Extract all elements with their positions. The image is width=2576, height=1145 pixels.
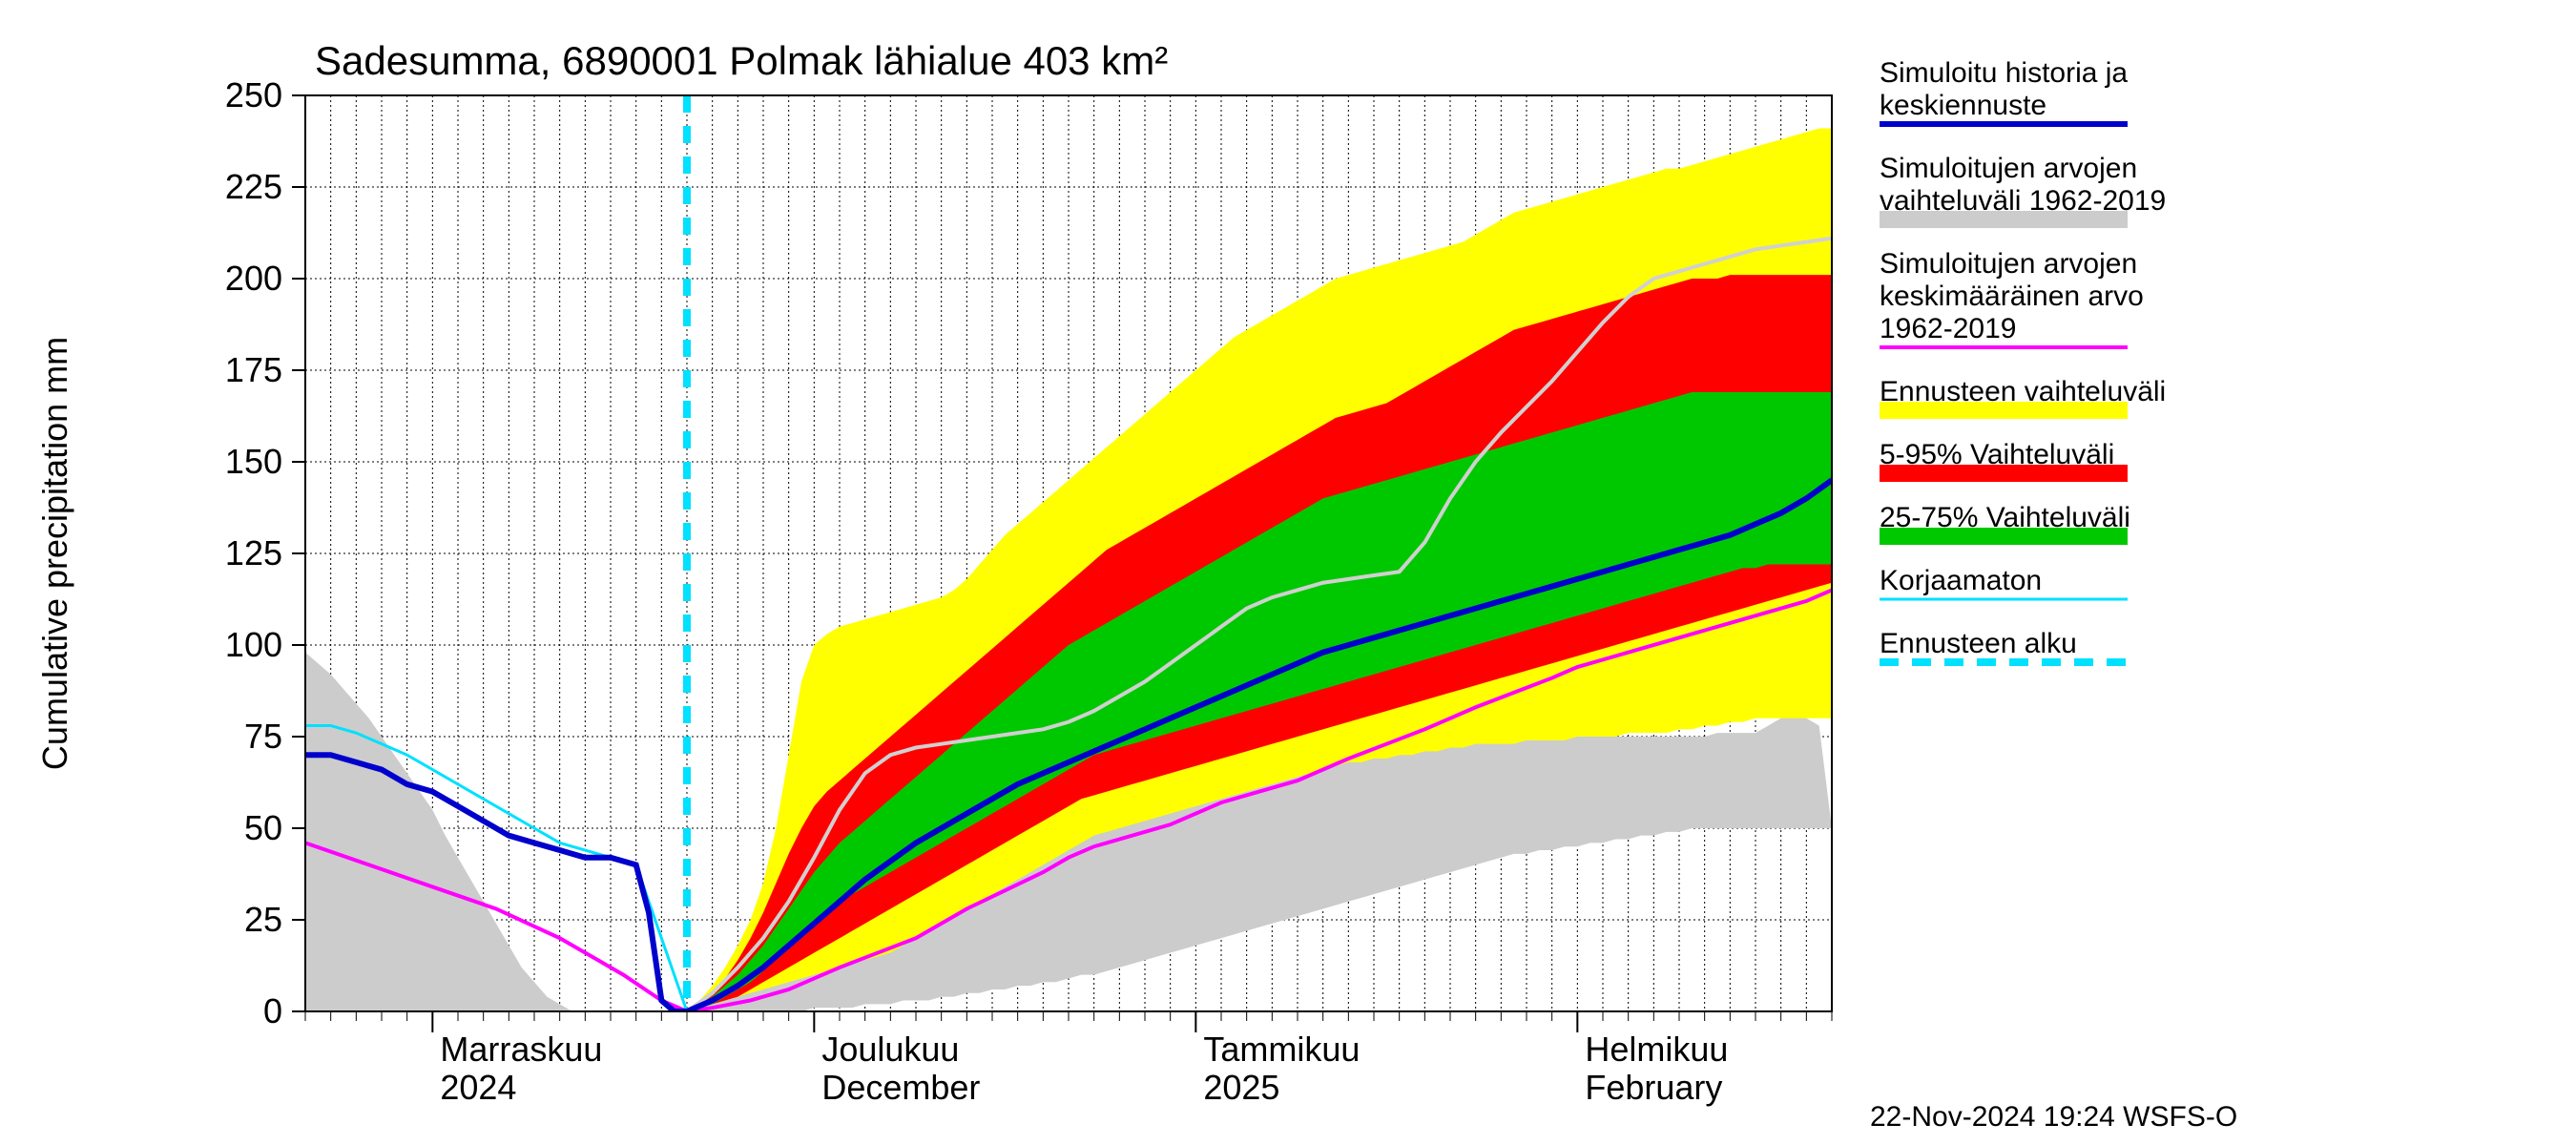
legend-label: Simuloitujen arvojen xyxy=(1880,248,2137,280)
y-tick-label: 150 xyxy=(225,442,282,481)
legend-label: Simuloitujen arvojen xyxy=(1880,153,2137,184)
y-tick-label: 175 xyxy=(225,350,282,389)
y-tick-label: 100 xyxy=(225,625,282,664)
x-tick-label-bot: December xyxy=(821,1068,980,1107)
legend-label: keskiennuste xyxy=(1880,90,2046,121)
y-tick-label: 75 xyxy=(244,717,282,756)
chart-svg: 0255075100125150175200225250Marraskuu202… xyxy=(0,0,2576,1145)
x-tick-label-bot: 2025 xyxy=(1203,1068,1279,1107)
x-tick-label-top: Tammikuu xyxy=(1203,1030,1360,1069)
legend-label: Korjaamaton xyxy=(1880,565,2042,596)
y-tick-label: 50 xyxy=(244,808,282,847)
legend-label: Simuloitu historia ja xyxy=(1880,57,2128,89)
x-tick-label-top: Joulukuu xyxy=(821,1030,959,1069)
y-tick-label: 200 xyxy=(225,259,282,298)
x-tick-label-bot: February xyxy=(1585,1068,1722,1107)
legend-label: Ennusteen alku xyxy=(1880,628,2077,659)
chart-title: Sadesumma, 6890001 Polmak lähialue 403 k… xyxy=(315,38,1168,83)
y-tick-label: 125 xyxy=(225,533,282,572)
legend-label: keskimääräinen arvo xyxy=(1880,281,2144,312)
x-tick-label-top: Helmikuu xyxy=(1585,1030,1728,1069)
y-tick-label: 250 xyxy=(225,75,282,114)
y-tick-label: 25 xyxy=(244,900,282,939)
y-axis-label: Cumulative precipitation mm xyxy=(35,337,74,770)
y-tick-label: 225 xyxy=(225,167,282,206)
y-tick-label: 0 xyxy=(263,991,282,1030)
legend-label: 1962-2019 xyxy=(1880,313,2016,344)
x-tick-label-top: Marraskuu xyxy=(440,1030,602,1069)
x-tick-label-bot: 2024 xyxy=(440,1068,516,1107)
footer-timestamp: 22-Nov-2024 19:24 WSFS-O xyxy=(1870,1101,2237,1133)
chart-container: 0255075100125150175200225250Marraskuu202… xyxy=(0,0,2576,1145)
